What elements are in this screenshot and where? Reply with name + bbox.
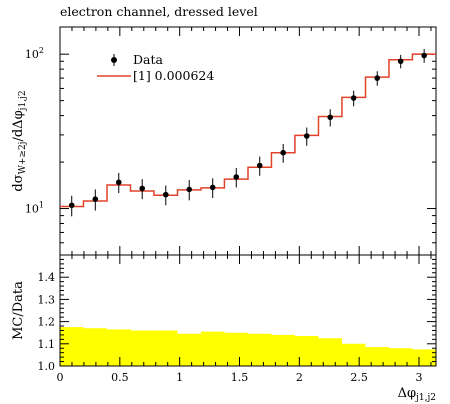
legend: Data [1] 0.000624 <box>97 52 214 83</box>
data-point <box>303 133 310 139</box>
data-point <box>68 202 75 209</box>
data-point <box>256 162 263 169</box>
upper-y-tick-label: 102 <box>25 46 44 61</box>
data-point <box>115 179 122 186</box>
legend-data-marker <box>111 57 117 63</box>
ylabel-sub2: j1,j2 <box>18 90 28 111</box>
xlabel-main: Δφ <box>398 386 417 401</box>
legend-data-label: Data <box>133 52 163 67</box>
data-point <box>92 196 99 202</box>
ratio-band <box>60 327 436 366</box>
ylabel-sub1: W+≥2j <box>18 142 28 175</box>
data-point <box>327 114 334 121</box>
x-tick-label: 2 <box>296 371 303 384</box>
x-tick-label: 3 <box>416 371 423 384</box>
data-point <box>421 52 427 59</box>
lower-y-tick-label: 1.1 <box>38 338 56 351</box>
x-tick-label: 2.5 <box>350 371 368 384</box>
x-tick-label: 1.5 <box>231 371 249 384</box>
upper-x-ticks <box>59 27 432 255</box>
lower-y-tick-label: 1.0 <box>38 360 56 373</box>
data-point <box>374 75 381 81</box>
x-tick-label: 0.5 <box>111 371 129 384</box>
lower-y-axis-title: MC/Data <box>11 281 26 340</box>
data-point <box>233 174 240 180</box>
x-tick-label: 1 <box>176 371 183 384</box>
data-point <box>162 191 169 198</box>
data-point <box>350 95 357 101</box>
data-point <box>397 58 404 65</box>
data-point <box>139 185 146 192</box>
lower-y-tick-label: 1.2 <box>38 316 56 329</box>
xlabel-sub: j1,j2 <box>415 393 436 403</box>
upper-y-tick-label: 101 <box>25 201 44 216</box>
tick-base: 10 <box>25 48 39 61</box>
lower-panel: 1.0 1.1 1.2 1.3 1.4 0 0.5 1 1.5 2 2.5 3 MC/Data Δφ… <box>11 254 437 403</box>
lower-y-tick-label: 1.4 <box>38 271 56 284</box>
x-tick-label: 0 <box>57 371 64 384</box>
legend-mc-label: [1] 0.000624 <box>133 68 214 83</box>
data-point <box>280 149 286 156</box>
mc-step-histogram <box>60 53 436 208</box>
lower-x-ticks: 0 0.5 1 1.5 2 2.5 3 <box>57 255 432 384</box>
ylabel-mid: /dΔφ <box>11 110 26 141</box>
data-point <box>209 184 216 191</box>
tick-exponent: 2 <box>39 46 44 55</box>
tick-exponent: 1 <box>39 201 44 210</box>
ylabel-main: dσ <box>11 174 26 191</box>
x-axis-title: Δφj1,j2 <box>398 386 436 403</box>
tick-base: 10 <box>25 203 39 216</box>
upper-y-axis-title: dσW+≥2j/dΔφj1,j2 <box>11 90 28 191</box>
ratio-band-fill <box>60 327 436 366</box>
chart-title: electron channel, dressed level <box>60 4 258 19</box>
data-points <box>68 49 427 217</box>
data-point <box>186 186 193 193</box>
lower-y-tick-label: 1.3 <box>38 293 56 306</box>
lower-plot-frame <box>59 254 437 367</box>
lower-y-ticks: 1.0 1.1 1.2 1.3 1.4 <box>38 254 436 373</box>
mc-step-line <box>60 53 436 208</box>
